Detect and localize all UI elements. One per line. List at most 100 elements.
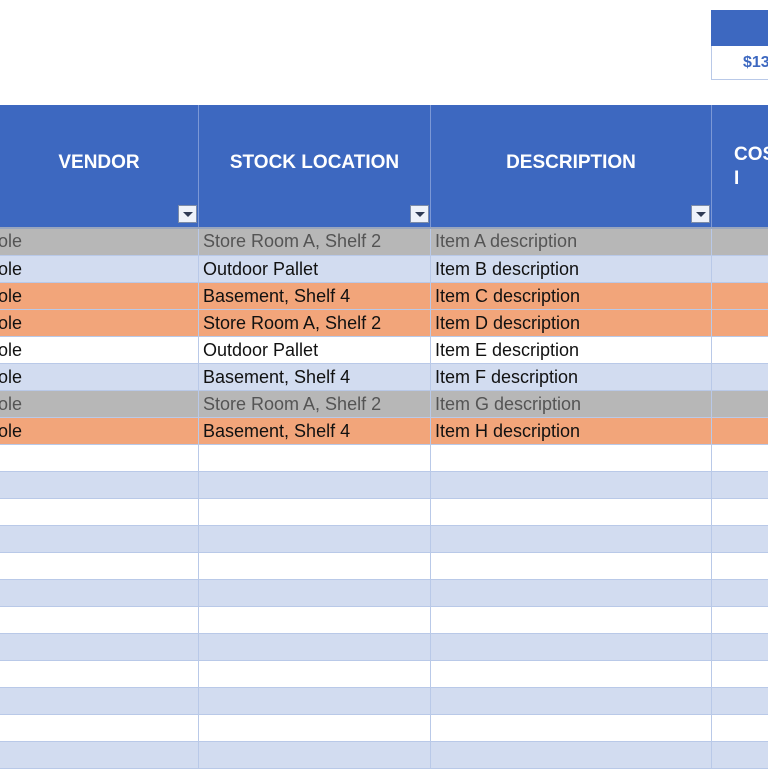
- cell-description[interactable]: [431, 580, 712, 606]
- cell-stock-location[interactable]: Store Room A, Shelf 2: [199, 391, 431, 417]
- summary-total-value[interactable]: $13: [711, 46, 768, 80]
- cell-stock-location[interactable]: [199, 661, 431, 687]
- cell-cost[interactable]: [712, 310, 768, 336]
- summary-header-cell[interactable]: [711, 10, 768, 46]
- cell-description[interactable]: [431, 634, 712, 660]
- table-row[interactable]: [0, 742, 768, 769]
- cell-description[interactable]: Item F description: [431, 364, 712, 390]
- cell-stock-location[interactable]: [199, 526, 431, 552]
- cell-cost[interactable]: [712, 337, 768, 363]
- cell-description[interactable]: Item A description: [431, 229, 712, 255]
- table-row[interactable]: ole Basement, Shelf 4 Item H description: [0, 418, 768, 445]
- cell-cost[interactable]: [712, 742, 768, 768]
- cell-stock-location[interactable]: Basement, Shelf 4: [199, 364, 431, 390]
- cell-stock-location[interactable]: [199, 445, 431, 471]
- column-header-description[interactable]: DESCRIPTION: [431, 105, 712, 227]
- cell-vendor[interactable]: [0, 445, 199, 471]
- column-header-vendor[interactable]: VENDOR: [0, 105, 199, 227]
- cell-vendor[interactable]: ole: [0, 283, 199, 309]
- cell-description[interactable]: Item D description: [431, 310, 712, 336]
- filter-dropdown-icon[interactable]: [178, 205, 197, 223]
- cell-vendor[interactable]: ole: [0, 256, 199, 282]
- cell-vendor[interactable]: ole: [0, 229, 199, 255]
- cell-cost[interactable]: [712, 688, 768, 714]
- cell-description[interactable]: Item B description: [431, 256, 712, 282]
- cell-vendor[interactable]: [0, 472, 199, 498]
- cell-vendor[interactable]: [0, 526, 199, 552]
- cell-cost[interactable]: [712, 580, 768, 606]
- cell-cost[interactable]: [712, 418, 768, 444]
- cell-stock-location[interactable]: [199, 499, 431, 525]
- cell-description[interactable]: [431, 715, 712, 741]
- cell-description[interactable]: [431, 688, 712, 714]
- cell-stock-location[interactable]: [199, 742, 431, 768]
- cell-vendor[interactable]: [0, 688, 199, 714]
- cell-cost[interactable]: [712, 553, 768, 579]
- column-header-cost[interactable]: COS I: [712, 105, 768, 227]
- cell-cost[interactable]: [712, 391, 768, 417]
- cell-cost[interactable]: [712, 364, 768, 390]
- table-row[interactable]: [0, 499, 768, 526]
- cell-stock-location[interactable]: Store Room A, Shelf 2: [199, 229, 431, 255]
- cell-vendor[interactable]: [0, 715, 199, 741]
- table-row[interactable]: ole Outdoor Pallet Item B description: [0, 256, 768, 283]
- cell-vendor[interactable]: [0, 607, 199, 633]
- table-row[interactable]: [0, 634, 768, 661]
- cell-cost[interactable]: [712, 472, 768, 498]
- cell-vendor[interactable]: [0, 661, 199, 687]
- cell-description[interactable]: [431, 445, 712, 471]
- cell-stock-location[interactable]: Outdoor Pallet: [199, 337, 431, 363]
- cell-vendor[interactable]: [0, 553, 199, 579]
- cell-stock-location[interactable]: [199, 553, 431, 579]
- cell-vendor[interactable]: ole: [0, 337, 199, 363]
- table-row[interactable]: [0, 553, 768, 580]
- cell-stock-location[interactable]: Basement, Shelf 4: [199, 418, 431, 444]
- table-row[interactable]: [0, 688, 768, 715]
- cell-stock-location[interactable]: [199, 580, 431, 606]
- cell-stock-location[interactable]: [199, 715, 431, 741]
- filter-dropdown-icon[interactable]: [691, 205, 710, 223]
- cell-vendor[interactable]: [0, 742, 199, 768]
- cell-description[interactable]: [431, 472, 712, 498]
- cell-cost[interactable]: [712, 607, 768, 633]
- cell-vendor[interactable]: [0, 499, 199, 525]
- cell-cost[interactable]: [712, 634, 768, 660]
- cell-stock-location[interactable]: Basement, Shelf 4: [199, 283, 431, 309]
- cell-cost[interactable]: [712, 283, 768, 309]
- cell-stock-location[interactable]: [199, 634, 431, 660]
- cell-cost[interactable]: [712, 229, 768, 255]
- cell-cost[interactable]: [712, 715, 768, 741]
- cell-stock-location[interactable]: [199, 688, 431, 714]
- cell-vendor[interactable]: ole: [0, 418, 199, 444]
- cell-stock-location[interactable]: [199, 472, 431, 498]
- cell-description[interactable]: [431, 661, 712, 687]
- table-row[interactable]: [0, 472, 768, 499]
- table-row[interactable]: [0, 526, 768, 553]
- cell-vendor[interactable]: [0, 580, 199, 606]
- table-row[interactable]: ole Basement, Shelf 4 Item F description: [0, 364, 768, 391]
- cell-description[interactable]: [431, 526, 712, 552]
- cell-description[interactable]: [431, 499, 712, 525]
- cell-description[interactable]: Item G description: [431, 391, 712, 417]
- table-row[interactable]: [0, 607, 768, 634]
- table-row[interactable]: ole Outdoor Pallet Item E description: [0, 337, 768, 364]
- cell-cost[interactable]: [712, 499, 768, 525]
- cell-cost[interactable]: [712, 526, 768, 552]
- table-row[interactable]: [0, 445, 768, 472]
- cell-cost[interactable]: [712, 445, 768, 471]
- table-row[interactable]: ole Store Room A, Shelf 2 Item D descripti…: [0, 310, 768, 337]
- table-row[interactable]: [0, 580, 768, 607]
- cell-description[interactable]: Item H description: [431, 418, 712, 444]
- cell-vendor[interactable]: ole: [0, 391, 199, 417]
- table-row[interactable]: ole Basement, Shelf 4 Item C description: [0, 283, 768, 310]
- cell-cost[interactable]: [712, 661, 768, 687]
- table-row[interactable]: ole Store Room A, Shelf 2 Item G descripti…: [0, 391, 768, 418]
- cell-vendor[interactable]: ole: [0, 310, 199, 336]
- table-row[interactable]: [0, 715, 768, 742]
- cell-description[interactable]: [431, 742, 712, 768]
- cell-cost[interactable]: [712, 256, 768, 282]
- cell-description[interactable]: [431, 607, 712, 633]
- cell-stock-location[interactable]: [199, 607, 431, 633]
- table-row[interactable]: ole Store Room A, Shelf 2 Item A descripti…: [0, 227, 768, 256]
- cell-vendor[interactable]: [0, 634, 199, 660]
